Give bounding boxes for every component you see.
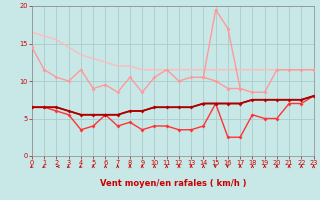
X-axis label: Vent moyen/en rafales ( km/h ): Vent moyen/en rafales ( km/h )	[100, 179, 246, 188]
